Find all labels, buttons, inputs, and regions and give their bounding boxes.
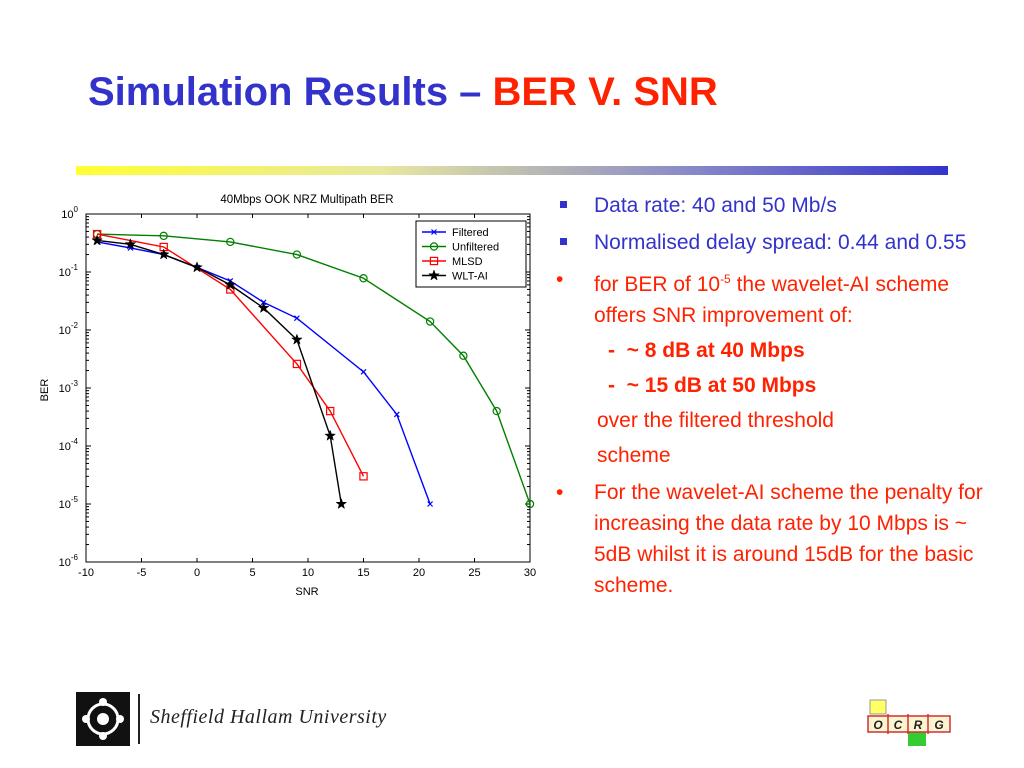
data-point-mlsd <box>326 406 335 416</box>
ocrg-yellow-block <box>869 699 887 715</box>
data-point-filtered <box>393 411 400 418</box>
x-tick-label: 5 <box>249 567 255 579</box>
data-point-unfiltered <box>159 231 168 241</box>
legend-marker-unfiltered <box>429 242 439 251</box>
data-point-unfiltered <box>459 351 468 360</box>
continuation-line-2: scheme <box>597 444 671 467</box>
data-point-unfiltered <box>525 499 535 509</box>
data-point-wlt-ai <box>290 333 303 345</box>
data-point-wlt-ai <box>224 278 237 290</box>
ocrg-green-block <box>908 732 926 746</box>
data-point-wlt-ai <box>257 301 270 314</box>
data-point-unfiltered <box>492 406 501 416</box>
square-bullet-icon <box>560 201 567 208</box>
legend-marker-filtered <box>431 229 437 235</box>
x-tick-label: 15 <box>357 567 369 579</box>
chart-svg: 40Mbps OOK NRZ Multipath BER SNR BER -10… <box>30 185 550 605</box>
bullet-text-post: the wavelet-AI scheme offers SNR improve… <box>594 273 949 327</box>
legend-label-mlsd: MLSD <box>452 256 483 268</box>
data-point-unfiltered <box>292 250 302 259</box>
series-line-unfiltered <box>97 233 531 505</box>
bullet-text-pre: for BER of 10 <box>594 273 721 296</box>
university-name: Sheffield Hallam University <box>150 706 387 728</box>
sub-item-40mbps: - ~ 8 dB at 40 Mbps <box>556 335 986 366</box>
logo-separator <box>138 694 140 744</box>
slide-title: Simulation Results – BER V. SNR <box>88 70 718 115</box>
data-point-wlt-ai <box>324 429 337 441</box>
y-tick-label: 10-4 <box>59 437 79 453</box>
ocrg-letter: G <box>934 718 943 732</box>
sub-text: ~ 15 dB at 50 Mbps <box>626 374 817 397</box>
series-line-filtered <box>96 241 431 505</box>
data-point-unfiltered <box>425 317 435 326</box>
legend-label-filtered: Filtered <box>452 227 489 239</box>
data-point-filtered <box>427 501 434 507</box>
x-tick-label: 10 <box>302 567 314 579</box>
bullet-text: Normalised delay spread: 0.44 and 0.55 <box>594 231 967 254</box>
ber-chart: 40Mbps OOK NRZ Multipath BER SNR BER -10… <box>30 185 550 605</box>
data-point-wlt-ai <box>157 248 170 260</box>
data-point-wlt-ai <box>191 261 203 273</box>
y-tick-label: 10-2 <box>59 321 79 337</box>
x-tick-label: 30 <box>524 567 536 579</box>
bullet-text: Data rate: 40 and 50 Mb/s <box>594 194 837 217</box>
data-point-unfiltered <box>226 237 235 247</box>
dot-bullet-icon: • <box>556 481 564 504</box>
sub-dash: - <box>608 339 615 362</box>
data-point-mlsd <box>359 472 368 481</box>
university-logo-icon <box>76 692 130 746</box>
x-axis-label: SNR <box>295 586 318 598</box>
x-tick-label: -5 <box>137 567 147 579</box>
ocrg-letter: O <box>873 718 883 732</box>
y-tick-label: 100 <box>61 205 78 221</box>
data-point-wlt-ai <box>124 238 137 250</box>
bullet-data-rate: Data rate: 40 and 50 Mb/s <box>556 190 986 221</box>
bullet-text: For the wavelet-AI scheme the penalty fo… <box>594 481 983 597</box>
continuation-line-1: over the filtered threshold <box>597 409 834 432</box>
bullet-penalty: • For the wavelet-AI scheme the penalty … <box>556 477 986 601</box>
chart-title: 40Mbps OOK NRZ Multipath BER <box>220 194 393 206</box>
title-main: Simulation Results – <box>88 70 493 114</box>
x-tick-label: 0 <box>194 567 200 579</box>
data-point-filtered <box>293 315 300 322</box>
x-tick-label: -10 <box>78 567 94 579</box>
ocrg-logo: O C R G <box>866 698 956 748</box>
data-point-wlt-ai <box>335 497 348 510</box>
dot-bullet-icon: • <box>556 268 564 291</box>
bullet-list: Data rate: 40 and 50 Mb/s Normalised del… <box>556 190 986 601</box>
legend-marker-mlsd <box>429 256 439 266</box>
footer: Sheffield Hallam University O C R G <box>76 692 976 748</box>
series-line-mlsd <box>96 233 365 477</box>
ocrg-letter: C <box>894 718 903 732</box>
title-divider <box>76 166 948 175</box>
title-accent: BER V. SNR <box>492 70 718 114</box>
data-point-unfiltered <box>359 274 368 283</box>
sub-dash: - <box>608 374 615 397</box>
sub-item-50mbps: - ~ 15 dB at 50 Mbps <box>556 370 986 401</box>
y-tick-label: 10-1 <box>59 263 79 279</box>
data-point-filtered <box>360 368 367 375</box>
data-point-mlsd <box>292 359 302 369</box>
x-tick-label: 20 <box>413 567 425 579</box>
legend-label-unfiltered: Unfiltered <box>452 242 499 254</box>
bullet-ber-improvement: • for BER of 10-5 the wavelet-AI scheme … <box>556 264 986 331</box>
legend-label-wlt-ai: WLT-AI <box>452 271 488 283</box>
ocrg-letter: R <box>914 718 923 732</box>
x-tick-label: 25 <box>468 567 480 579</box>
legend-marker-wlt-ai <box>428 269 440 281</box>
square-bullet-icon <box>560 238 567 245</box>
bullet-superscript: -5 <box>720 272 731 286</box>
sub-text: ~ 8 dB at 40 Mbps <box>626 339 805 362</box>
y-tick-label: 10-5 <box>59 495 79 511</box>
y-tick-label: 10-3 <box>59 379 79 395</box>
bullet-delay-spread: Normalised delay spread: 0.44 and 0.55 <box>556 227 986 258</box>
y-tick-label: 10-6 <box>59 553 79 569</box>
y-axis-label: BER <box>39 379 51 402</box>
data-point-wlt-ai <box>91 234 104 246</box>
